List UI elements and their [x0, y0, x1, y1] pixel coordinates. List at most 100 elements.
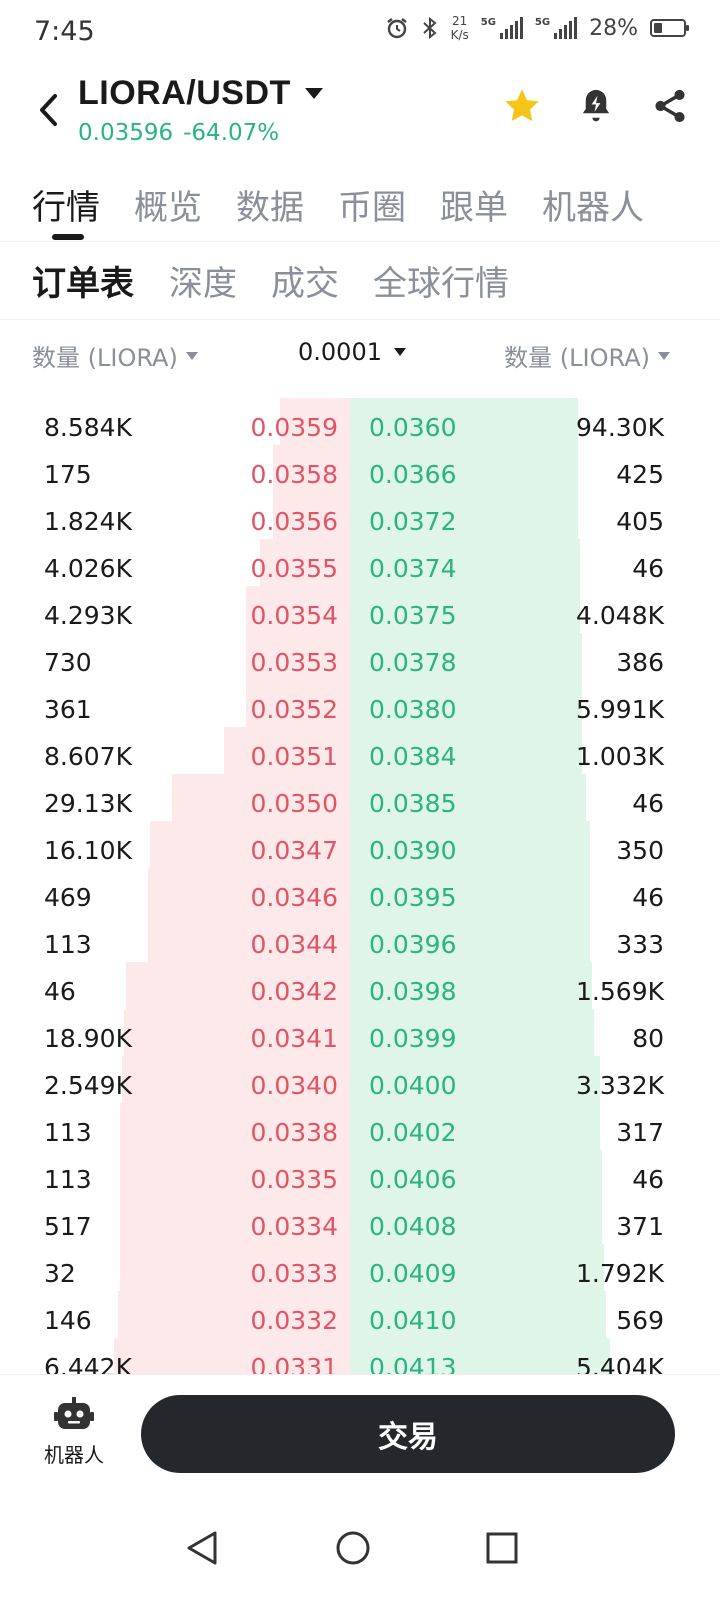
net-speed-unit: K/s — [450, 28, 469, 42]
ask-depth-bar — [350, 727, 582, 774]
tab-market[interactable]: 行情 — [32, 188, 100, 228]
order-book-row[interactable]: 18.90K 0.0341 0.0399 80 — [0, 1009, 720, 1056]
ask-quantity: 5.404K — [576, 1353, 664, 1374]
order-book-row[interactable]: 16.10K 0.0347 0.0390 350 — [0, 821, 720, 868]
star-icon — [505, 89, 539, 122]
bid-depth-bar — [120, 1197, 350, 1244]
ask-quantity: 317 — [616, 1118, 664, 1147]
favorite-button[interactable] — [502, 86, 542, 126]
tab-data[interactable]: 数据 — [236, 188, 304, 228]
order-book-row[interactable]: 2.549K 0.0340 0.0400 3.332K — [0, 1056, 720, 1103]
caret-down-icon — [658, 351, 670, 360]
tab-community[interactable]: 币圈 — [338, 188, 406, 228]
bid-quantity: 18.90K — [44, 1024, 132, 1053]
nav-recents-icon — [486, 1532, 518, 1564]
bid-quantity: 469 — [44, 883, 92, 912]
precision-selector[interactable]: 0.0001 — [298, 338, 406, 366]
share-button[interactable] — [650, 86, 690, 126]
ask-quantity: 371 — [616, 1212, 664, 1241]
order-book-row[interactable]: 517 0.0334 0.0408 371 — [0, 1197, 720, 1244]
precision-value: 0.0001 — [298, 338, 382, 366]
back-button[interactable] — [28, 86, 68, 134]
order-book-row[interactable]: 113 0.0338 0.0402 317 — [0, 1103, 720, 1150]
nav-back-icon — [187, 1531, 217, 1565]
bid-price: 0.0344 — [250, 930, 338, 959]
bid-quantity: 517 — [44, 1212, 92, 1241]
order-book-row[interactable]: 6.442K 0.0331 0.0413 5.404K — [0, 1338, 720, 1374]
nav-home-button[interactable] — [335, 1530, 371, 1566]
order-book-row[interactable]: 469 0.0346 0.0395 46 — [0, 868, 720, 915]
ask-price: 0.0400 — [369, 1071, 457, 1100]
subtab-global-market[interactable]: 全球行情 — [373, 264, 509, 304]
ask-price: 0.0402 — [369, 1118, 457, 1147]
order-book-row[interactable]: 113 0.0344 0.0396 333 — [0, 915, 720, 962]
bid-depth-bar — [120, 1103, 350, 1150]
order-book-row[interactable]: 146 0.0332 0.0410 569 — [0, 1291, 720, 1338]
bid-depth-bar — [224, 727, 350, 774]
net-speed-value: 21 — [452, 14, 468, 28]
order-book-row[interactable]: 8.607K 0.0351 0.0384 1.003K — [0, 727, 720, 774]
ask-price: 0.0372 — [369, 507, 457, 536]
trade-button[interactable]: 交易 — [141, 1395, 675, 1473]
ask-quantity: 94.30K — [576, 413, 664, 442]
status-icons: 21 K/s 5G 5G 28% — [385, 14, 689, 42]
bid-quantity: 1.824K — [44, 507, 132, 536]
signal-2-label: 5G — [534, 17, 551, 28]
ask-depth-bar — [350, 1197, 602, 1244]
order-book-row[interactable]: 29.13K 0.0350 0.0385 46 — [0, 774, 720, 821]
tab-overview[interactable]: 概览 — [134, 188, 202, 228]
ask-quantity: 425 — [616, 460, 664, 489]
robot-button[interactable]: 机器人 — [34, 1397, 114, 1468]
ask-depth-bar — [350, 398, 578, 445]
bid-price: 0.0347 — [250, 836, 338, 865]
ask-depth-bar — [350, 1150, 602, 1197]
ask-quantity-label: 数量 (LIORA) — [504, 344, 650, 372]
ask-depth-bar — [350, 1103, 600, 1150]
bid-price: 0.0356 — [250, 507, 338, 536]
ask-price: 0.0396 — [369, 930, 457, 959]
order-book-row[interactable]: 8.584K 0.0359 0.0360 94.30K — [0, 398, 720, 445]
order-book-row[interactable]: 113 0.0335 0.0406 46 — [0, 1150, 720, 1197]
system-nav-bar — [0, 1494, 720, 1600]
action-bar: 机器人 交易 — [0, 1374, 720, 1494]
ask-quantity: 3.332K — [576, 1071, 664, 1100]
ask-quantity: 386 — [616, 648, 664, 677]
order-book-row[interactable]: 175 0.0358 0.0366 425 — [0, 445, 720, 492]
order-book-row[interactable]: 4.026K 0.0355 0.0374 46 — [0, 539, 720, 586]
alert-button[interactable] — [576, 86, 616, 126]
nav-back-button[interactable] — [184, 1530, 220, 1566]
nav-recents-button[interactable] — [484, 1530, 520, 1566]
ask-depth-bar — [350, 962, 592, 1009]
bid-price: 0.0341 — [250, 1024, 338, 1053]
bid-price: 0.0331 — [250, 1353, 338, 1374]
pair-selector[interactable]: LIORA/USDT — [78, 74, 323, 113]
order-book-header: 数量 (LIORA) 0.0001 数量 (LIORA) — [0, 322, 720, 382]
order-book-row[interactable]: 361 0.0352 0.0380 5.991K — [0, 680, 720, 727]
order-book-row[interactable]: 730 0.0353 0.0378 386 — [0, 633, 720, 680]
bid-price: 0.0351 — [250, 742, 338, 771]
order-book-row[interactable]: 1.824K 0.0356 0.0372 405 — [0, 492, 720, 539]
ask-price: 0.0366 — [369, 460, 457, 489]
ask-depth-bar — [350, 680, 582, 727]
bid-depth-bar — [246, 633, 350, 680]
main-tabs: 行情 概览 数据 币圈 跟单 机器人 — [0, 176, 720, 242]
bid-quantity: 29.13K — [44, 789, 132, 818]
subtab-depth[interactable]: 深度 — [169, 264, 237, 304]
ask-quantity-header[interactable]: 数量 (LIORA) — [504, 338, 670, 373]
order-book-row[interactable]: 46 0.0342 0.0398 1.569K — [0, 962, 720, 1009]
order-book: 8.584K 0.0359 0.0360 94.30K 175 0.0358 0.0366 4… — [0, 390, 720, 1374]
order-book-row[interactable]: 4.293K 0.0354 0.0375 4.048K — [0, 586, 720, 633]
bid-depth-bar — [122, 1056, 350, 1103]
subtab-order-book[interactable]: 订单表 — [32, 264, 134, 304]
bid-quantity-header[interactable]: 数量 (LIORA) — [32, 338, 198, 373]
subtab-trades[interactable]: 成交 — [271, 264, 339, 304]
ask-quantity: 80 — [632, 1024, 664, 1053]
tab-copy-trading[interactable]: 跟单 — [440, 188, 508, 228]
order-book-row[interactable]: 32 0.0333 0.0409 1.792K — [0, 1244, 720, 1291]
bid-quantity: 16.10K — [44, 836, 132, 865]
ask-depth-bar — [350, 633, 582, 680]
tab-bots[interactable]: 机器人 — [542, 188, 644, 228]
bid-price: 0.0332 — [250, 1306, 338, 1335]
sub-tabs: 订单表 深度 成交 全球行情 — [0, 242, 720, 320]
bid-price: 0.0335 — [250, 1165, 338, 1194]
